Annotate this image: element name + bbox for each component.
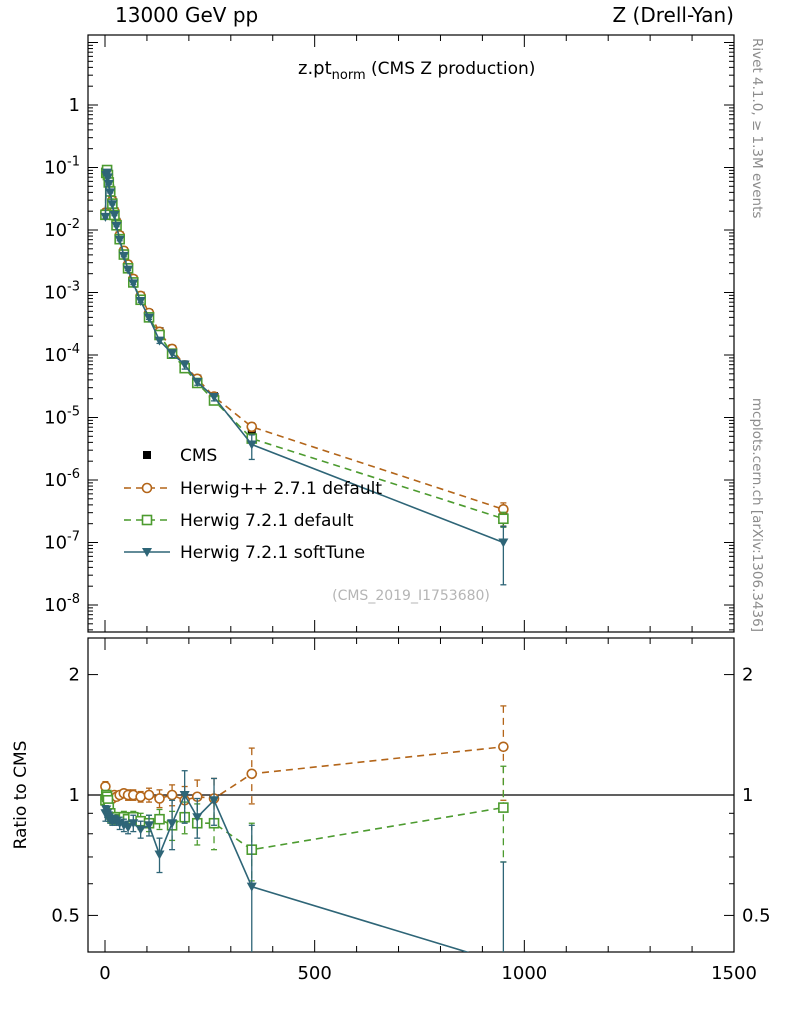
main-panel-series-layer — [100, 164, 509, 586]
ratio-y-tick-label-right-0.5: 0.5 — [742, 905, 771, 926]
main-y-tick-label-1e-6: 10-6 — [44, 467, 80, 491]
legend-item-herwig-7-2-1-default: Herwig 7.2.1 default — [124, 511, 354, 531]
main-y-tick-label-1e-4: 10-4 — [44, 342, 80, 366]
axes-layer: 0 500 1000 1500 1 10-1 10-2 10-3 10-4 10-5 10-6 10-… — [44, 34, 771, 984]
legend-item-herwig-7-2-1-softtune: Herwig 7.2.1 softTune — [124, 543, 365, 563]
main-y-tick-label-1e-5: 10-5 — [44, 405, 80, 429]
main-series-herwig-7-2-1-default — [100, 164, 509, 528]
process-title: Z (Drell-Yan) — [612, 3, 734, 27]
ratio-y-tick-label-right-1: 1 — [742, 785, 753, 806]
main-title-subscript: norm — [332, 68, 366, 83]
ratio-y-tick-label-left-2: 2 — [69, 665, 80, 686]
ratio-panel-series-layer — [88, 705, 734, 952]
ratio-y-axis-label: Ratio to CMS — [11, 741, 31, 850]
main-y-tick-label-1e-7: 10-7 — [44, 530, 80, 554]
ratio-y-tick-label-right-2: 2 — [742, 665, 753, 686]
x-tick-label-0: 0 — [99, 963, 110, 984]
legend-item-cms: CMS — [143, 446, 217, 466]
main-y-tick-label-1e-2: 10-2 — [44, 217, 80, 241]
ratio-series-herwig-7-2-1-default — [100, 765, 509, 882]
legend-label-herwig-2-7-1-default: Herwig++ 2.7.1 default — [180, 479, 382, 499]
legend: CMS Herwig++ 2.7.1 default Herwig 7.2.1 de… — [124, 446, 382, 563]
ratio-y-tick-label-left-1: 1 — [69, 785, 80, 806]
ratio-series-herwig-7-2-1-softtune — [100, 770, 507, 952]
main-title-suffix: (CMS Z production) — [366, 59, 536, 79]
main-series-herwig-7-2-1-softtune — [100, 168, 509, 586]
main-y-tick-label-1e-3: 10-3 — [44, 280, 80, 304]
main-y-tick-label-1e0: 1 — [69, 95, 80, 116]
beam-energy-label: 13000 GeV pp — [115, 3, 258, 27]
legend-label-herwig-7-2-1-default: Herwig 7.2.1 default — [180, 511, 354, 531]
main-title: z.ptnorm (CMS Z production) — [298, 58, 535, 83]
main-series-cms — [101, 165, 508, 527]
x-tick-label-1000: 1000 — [501, 963, 547, 984]
main-y-tick-label-1e-8: 10-8 — [44, 592, 80, 616]
legend-label-herwig-7-2-1-softtune: Herwig 7.2.1 softTune — [180, 543, 365, 563]
x-tick-label-1500: 1500 — [711, 963, 757, 984]
ratio-y-tick-label-left-0.5: 0.5 — [51, 905, 80, 926]
rivet-version-note: Rivet 4.1.0, ≥ 1.3M events — [749, 38, 765, 218]
ratio-series-herwig-2-7-1-default — [100, 705, 509, 822]
x-tick-label-500: 500 — [297, 963, 331, 984]
mcplots-note: mcplots.cern.ch [arXiv:1306.3436] — [749, 398, 765, 632]
watermark: (CMS_2019_I1753680) — [332, 588, 490, 604]
legend-item-herwig-2-7-1-default: Herwig++ 2.7.1 default — [124, 479, 382, 499]
legend-label-cms: CMS — [180, 446, 217, 466]
main-title-observable: z.pt — [298, 58, 332, 79]
main-y-tick-label-1e-1: 10-1 — [44, 155, 80, 179]
